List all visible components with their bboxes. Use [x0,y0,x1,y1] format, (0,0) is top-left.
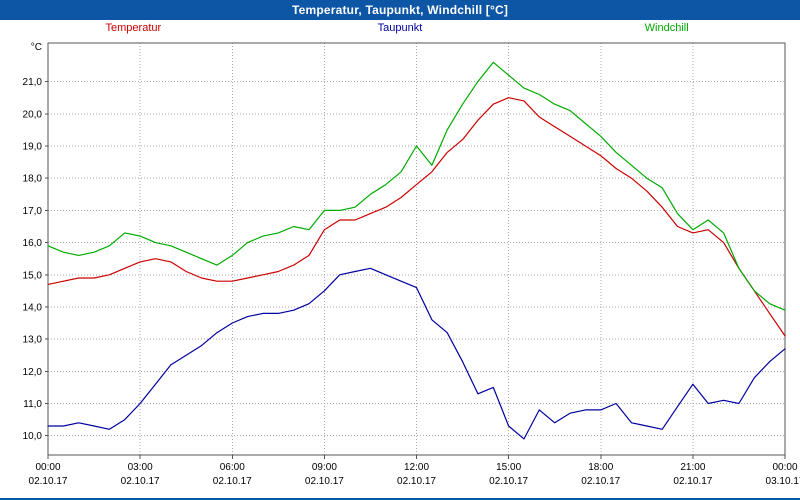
bottom-accent-line [0,498,800,500]
y-tick-label: 21,0 [23,77,43,88]
x-tick-date-label: 02.10.17 [121,476,160,487]
x-tick-time-label: 00:00 [772,462,797,473]
y-tick-label: 10,0 [23,431,43,442]
x-tick-date-label: 02.10.17 [213,476,252,487]
y-tick-label: 15,0 [23,270,43,281]
window-title: Temperatur, Taupunkt, Windchill [°C] [291,2,509,17]
legend-item-temperatur: Temperatur [105,22,162,35]
y-axis-unit: °C [31,42,42,53]
y-tick-label: 17,0 [23,206,43,217]
x-tick-date-label: 02.10.17 [397,476,436,487]
axis-labels: °C 10,0 11,0 12,0 13,0 14,0 15,0 16,0 17,0 18,0 19… [23,42,800,487]
x-tick-date-label: 02.10.17 [29,476,68,487]
x-tick-time-label: 18:00 [588,462,613,473]
x-tick-time-label: 09:00 [312,462,337,473]
x-tick-time-label: 15:00 [496,462,521,473]
y-tick-label: 12,0 [23,367,43,378]
x-tick-time-label: 21:00 [680,462,705,473]
series-temperatur [47,97,786,337]
y-tick-label: 16,0 [23,238,43,249]
y-tick-label: 13,0 [23,335,43,346]
legend-item-taupunkt: Taupunkt [377,22,423,35]
x-tick-date-label: 03.10.17 [766,476,800,487]
axis-ticks [45,81,786,460]
gridlines [48,43,785,456]
y-tick-label: 20,0 [23,110,43,121]
x-tick-time-label: 03:00 [128,462,153,473]
x-tick-time-label: 06:00 [220,462,245,473]
y-tick-label: 14,0 [23,303,43,314]
series-taupunkt [47,267,786,440]
x-tick-date-label: 02.10.17 [305,476,344,487]
x-tick-date-label: 02.10.17 [581,476,620,487]
y-tick-label: 18,0 [23,174,43,185]
plot-border [47,42,786,456]
series-windchill [47,61,786,312]
legend-item-windchill: Windchill [644,22,689,35]
x-tick-date-label: 02.10.17 [489,476,528,487]
titlebar: Temperatur, Taupunkt, Windchill [°C] [0,0,800,20]
x-tick-time-label: 00:00 [35,462,60,473]
x-tick-date-label: 02.10.17 [673,476,712,487]
chart-svg: °C 10,0 11,0 12,0 13,0 14,0 15,0 16,0 17,0 18,0 19… [23,42,800,487]
chart-area: °C 10,0 11,0 12,0 13,0 14,0 15,0 16,0 17,0 18,0 19… [0,37,800,498]
legend: Temperatur Taupunkt Windchill [0,20,800,38]
x-tick-time-label: 12:00 [404,462,429,473]
y-tick-label: 19,0 [23,142,43,153]
y-tick-label: 11,0 [23,399,42,410]
